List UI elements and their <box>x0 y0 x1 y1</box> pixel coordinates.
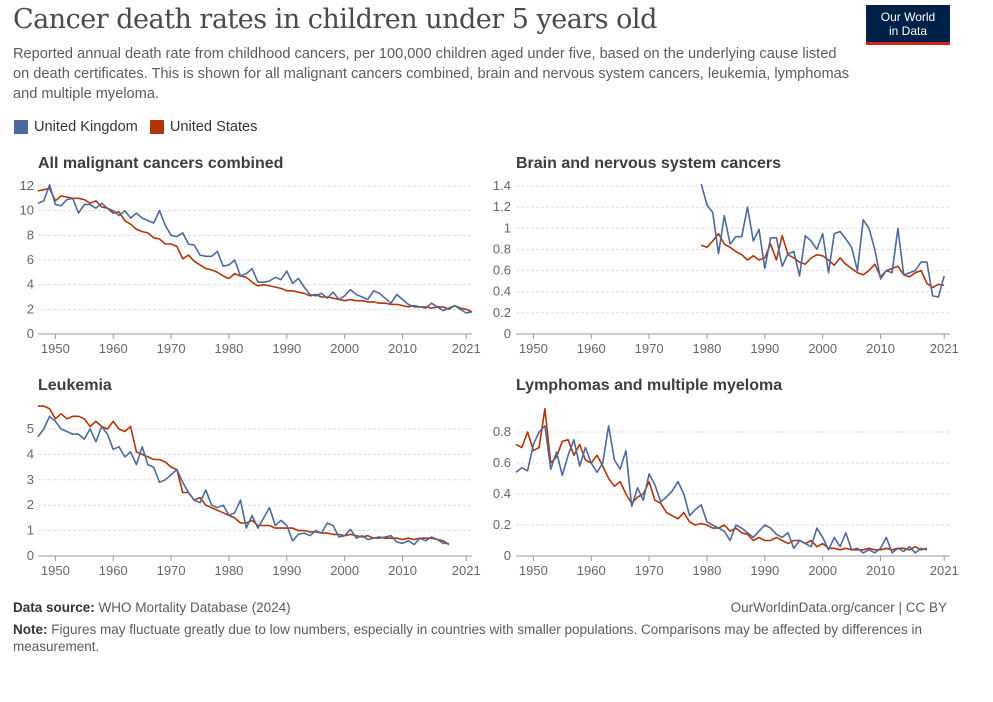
x-tick-label: 1970 <box>635 341 664 356</box>
y-tick-label: 1.2 <box>493 199 511 214</box>
y-tick-label: 0.4 <box>493 486 511 501</box>
logo-line-1: Our World <box>880 10 936 24</box>
y-tick-label: 0.2 <box>493 305 511 320</box>
y-tick-label: 0.4 <box>493 284 511 299</box>
x-tick-label: 2010 <box>866 563 895 578</box>
legend: United Kingdom United States <box>14 119 269 135</box>
x-tick-label: 1970 <box>157 563 186 578</box>
x-tick-label: 1950 <box>41 341 70 356</box>
x-tick-label: 2021 <box>930 563 959 578</box>
chart-title: Lymphomas and multiple myeloma <box>516 377 782 394</box>
y-tick-label: 0 <box>27 326 34 341</box>
x-tick-label: 2010 <box>388 341 417 356</box>
x-tick-label: 2010 <box>866 341 895 356</box>
x-tick-label: 2021 <box>452 563 481 578</box>
y-tick-label: 0 <box>27 548 34 563</box>
chart-title: Leukemia <box>38 377 112 394</box>
x-tick-label: 1980 <box>692 563 721 578</box>
chart-title: All malignant cancers combined <box>38 155 283 172</box>
chart-panel-2: Brain and nervous system cancers 0 0.2 0.4 0… <box>493 155 959 356</box>
x-tick-label: 1970 <box>635 563 664 578</box>
x-tick-label: 2000 <box>808 341 837 356</box>
x-tick-label: 1990 <box>272 563 301 578</box>
y-tick-label: 1.4 <box>493 178 511 193</box>
y-tick-label: 2 <box>27 497 34 512</box>
y-tick-label: 0.2 <box>493 517 511 532</box>
chart-panel-4: Lymphomas and multiple myeloma 0 0.2 0.4 0.6… <box>493 377 959 578</box>
x-tick-label: 1950 <box>41 563 70 578</box>
x-tick-label: 2000 <box>330 563 359 578</box>
x-tick-label: 2010 <box>388 563 417 578</box>
series-line-united-kingdom <box>515 424 928 554</box>
y-tick-label: 1 <box>27 523 34 538</box>
data-source: Data source: WHO Mortality Database (202… <box>13 600 291 615</box>
x-tick-label: 1970 <box>157 341 186 356</box>
x-tick-label: 1990 <box>272 341 301 356</box>
y-tick-label: 5 <box>27 421 34 436</box>
legend-item-us[interactable]: United States <box>149 119 258 135</box>
charts-area: All malignant cancers combined0246810121… <box>20 155 959 578</box>
note-text: Figures may fluctuate greatly due to low… <box>13 622 922 654</box>
x-tick-label: 2000 <box>330 341 359 356</box>
page-title: Cancer death rates in children under 5 y… <box>13 4 657 35</box>
y-tick-label: 12 <box>20 178 34 193</box>
y-tick-label: 3 <box>27 472 34 487</box>
y-tick-label: 0.8 <box>493 424 511 439</box>
chart-title: Brain and nervous system cancers <box>516 155 781 172</box>
x-tick-label: 1960 <box>577 563 606 578</box>
logo-line-2: in Data <box>888 24 928 38</box>
series-line-united-states <box>700 232 945 289</box>
chart-panel-1: All malignant cancers combined 0 2 4 6 8 10 12 1… <box>20 155 481 356</box>
footer-note: Note: Figures may fluctuate greatly due … <box>13 621 943 655</box>
x-tick-label: 1950 <box>519 341 548 356</box>
series-line-united-kingdom <box>37 184 473 314</box>
y-tick-label: 8 <box>27 227 34 242</box>
x-tick-label: 1990 <box>750 341 779 356</box>
x-tick-label: 1980 <box>214 341 243 356</box>
legend-swatch-us <box>149 120 164 134</box>
source-url[interactable]: OurWorldinData.org/cancer | CC BY <box>730 600 947 615</box>
y-tick-label: 0.6 <box>493 455 511 470</box>
x-tick-label: 2021 <box>930 341 959 356</box>
legend-label-us: United States <box>169 119 258 135</box>
series-line-united-states <box>38 405 450 546</box>
x-tick-label: 2000 <box>808 563 837 578</box>
series-line-united-states <box>37 187 473 313</box>
y-tick-label: 2 <box>27 301 34 316</box>
y-tick-label: 4 <box>27 446 34 461</box>
data-source-label: Data source: <box>13 600 95 615</box>
y-tick-label: 0 <box>504 548 511 563</box>
x-tick-label: 1960 <box>99 341 128 356</box>
x-tick-label: 2021 <box>452 341 481 356</box>
x-tick-label: 1960 <box>99 563 128 578</box>
note-label: Note: <box>13 622 48 637</box>
x-tick-label: 1980 <box>692 341 721 356</box>
y-tick-label: 4 <box>27 277 34 292</box>
x-tick-label: 1960 <box>577 341 606 356</box>
x-tick-label: 1980 <box>214 563 243 578</box>
legend-swatch-uk <box>14 120 28 134</box>
page-subtitle: Reported annual death rate from childhoo… <box>13 46 850 102</box>
y-tick-label: 0 <box>504 326 511 341</box>
x-tick-label: 1950 <box>519 563 548 578</box>
legend-item-uk[interactable]: United Kingdom <box>14 119 138 135</box>
legend-label-uk: United Kingdom <box>34 119 138 135</box>
y-tick-label: 0.8 <box>493 241 511 256</box>
data-source-text: WHO Mortality Database (2024) <box>98 600 291 615</box>
series-line-united-kingdom <box>700 183 945 298</box>
y-tick-label: 0.6 <box>493 263 511 278</box>
y-tick-label: 10 <box>20 203 34 218</box>
x-tick-label: 1990 <box>750 563 779 578</box>
chart-panel-3: Leukemia 0 1 2 3 4 5 1950 1960 1970 1980 1990 2000 20… <box>27 377 481 578</box>
y-tick-label: 1 <box>504 220 511 235</box>
series-line-united-kingdom <box>37 415 449 546</box>
owid-logo[interactable]: Our World in Data <box>866 5 950 45</box>
y-tick-label: 6 <box>27 252 34 267</box>
series-line-united-states <box>515 407 928 551</box>
